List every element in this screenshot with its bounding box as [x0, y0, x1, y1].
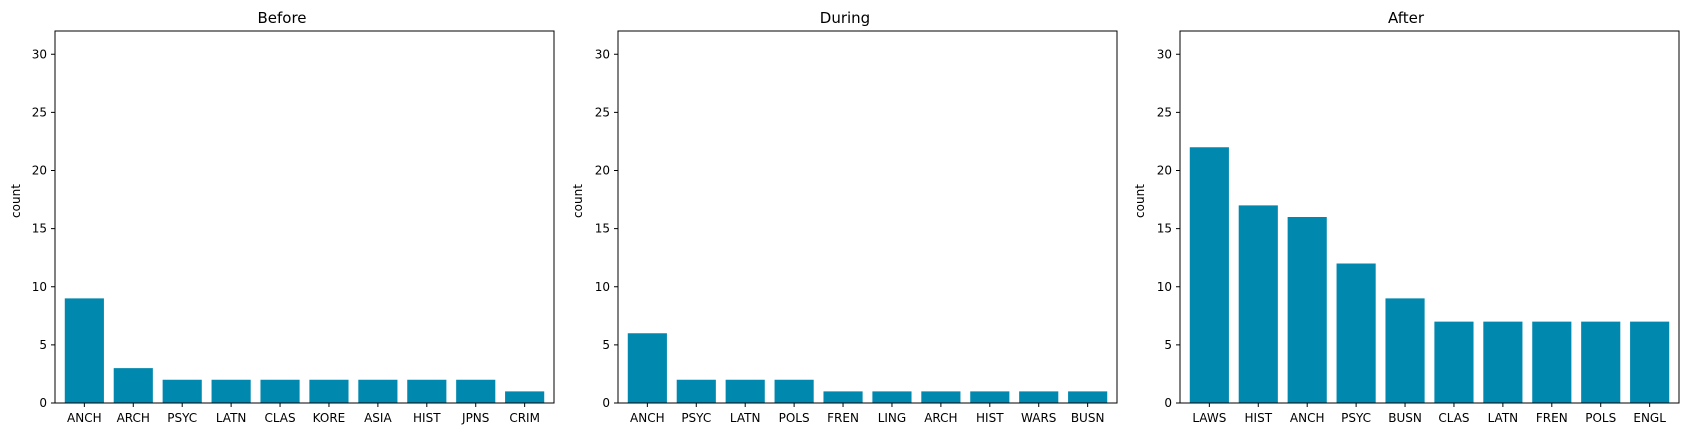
y-tick-label: 10 [1157, 280, 1172, 294]
bar-psyc [1336, 263, 1376, 403]
chart-title: During [820, 9, 870, 27]
x-tick-label: ASIA [364, 411, 392, 425]
x-tick-label: HIST [1245, 411, 1273, 425]
x-tick-label: LATN [730, 411, 761, 425]
x-tick-label: WARS [1021, 411, 1056, 425]
bar-anch [64, 298, 104, 404]
x-tick-label: ANCH [67, 411, 102, 425]
y-tick-label: 25 [1157, 105, 1172, 119]
x-tick-label: FREN [827, 411, 859, 425]
y-tick-label: 10 [595, 280, 610, 294]
bar-anch [627, 333, 667, 403]
bar-pols [1581, 321, 1621, 404]
bar-arch [113, 368, 153, 404]
axes-frame [1179, 30, 1680, 404]
bar-busn [1385, 298, 1425, 404]
bar-psyc [676, 379, 716, 403]
bar-wars [1019, 391, 1059, 404]
bar-fren [1532, 321, 1572, 404]
y-tick-label: 20 [595, 164, 610, 178]
x-tick-label: PSYC [1341, 411, 1371, 425]
chart-title: Before [257, 9, 306, 27]
bar-latn [211, 379, 251, 403]
x-tick-label: LATN [216, 411, 247, 425]
y-tick-label: 30 [595, 47, 610, 61]
x-tick-label: ARCH [117, 411, 150, 425]
x-tick-label: JPNS [461, 411, 489, 425]
x-tick-label: BUSN [1388, 411, 1422, 425]
y-tick-label: 0 [39, 396, 47, 410]
x-tick-label: PSYC [681, 411, 711, 425]
y-tick-label: 5 [602, 338, 610, 352]
bar-latn [1483, 321, 1523, 404]
bar-asia [358, 379, 398, 403]
x-tick-label: POLS [1585, 411, 1616, 425]
x-tick-label: HIST [976, 411, 1004, 425]
axes-frame [54, 30, 555, 404]
x-tick-label: CRIM [509, 411, 540, 425]
y-tick-label: 15 [1157, 222, 1172, 236]
plot-area-after: 0 5 10 15 20 25 30 LAWS HIST ANCH PSYC BUSN CLAS LATN… [1157, 30, 1680, 425]
x-tick-label: ARCH [924, 411, 957, 425]
y-axis-label: count [571, 184, 585, 218]
x-tick-label: HIST [413, 411, 441, 425]
y-tick-label: 5 [1164, 338, 1172, 352]
x-tick-label: CLAS [1438, 411, 1469, 425]
x-tick-label: FREN [1536, 411, 1568, 425]
bar-arch [921, 391, 961, 404]
y-tick-label: 30 [1157, 47, 1172, 61]
bar-psyc [162, 379, 202, 403]
y-tick-label: 20 [1157, 164, 1172, 178]
bar-engl [1630, 321, 1670, 404]
x-tick-label: ANCH [630, 411, 665, 425]
x-tick-label: LAWS [1192, 411, 1226, 425]
bar-fren [823, 391, 863, 404]
chart-title: After [1388, 9, 1425, 27]
y-tick-label: 30 [32, 47, 47, 61]
x-tick-label: BUSN [1071, 411, 1105, 425]
y-tick-label: 20 [32, 164, 47, 178]
bar-latn [725, 379, 765, 403]
panel-during: During count 0 5 10 15 20 25 30 ANCH PSYC LATN POL… [571, 9, 1118, 425]
bar-kore [309, 379, 349, 403]
x-tick-label: CLAS [264, 411, 295, 425]
bar-ling [872, 391, 912, 404]
bar-pols [774, 379, 814, 403]
axes-frame [617, 30, 1118, 404]
bar-clas [260, 379, 300, 403]
bar-laws [1189, 147, 1229, 403]
y-tick-label: 25 [32, 105, 47, 119]
x-tick-label: POLS [779, 411, 810, 425]
bar-anch [1287, 217, 1327, 403]
plot-area-before: 0 5 10 15 20 25 30 ANCH ARCH PSYC LATN CLAS KORE ASIA… [32, 30, 555, 425]
y-tick-label: 10 [32, 280, 47, 294]
bar-clas [1434, 321, 1474, 404]
plot-area-during: 0 5 10 15 20 25 30 ANCH PSYC LATN POLS FREN LING ARCH… [595, 30, 1118, 425]
y-tick-label: 15 [595, 222, 610, 236]
x-tick-label: LATN [1488, 411, 1519, 425]
y-axis-label: count [1133, 184, 1147, 218]
bar-hist [407, 379, 447, 403]
y-tick-label: 15 [32, 222, 47, 236]
y-tick-label: 0 [602, 396, 610, 410]
y-tick-label: 0 [1164, 396, 1172, 410]
x-tick-label: ENGL [1633, 411, 1666, 425]
y-tick-label: 5 [39, 338, 47, 352]
x-tick-label: ANCH [1290, 411, 1325, 425]
bar-busn [1068, 391, 1108, 404]
bar-hist [970, 391, 1010, 404]
panel-after: After count 0 5 10 15 20 25 30 LAWS HIST ANCH PSYC… [1133, 9, 1680, 425]
bar-hist [1238, 205, 1278, 404]
y-tick-label: 25 [595, 105, 610, 119]
x-tick-label: LING [878, 411, 907, 425]
x-tick-label: PSYC [167, 411, 197, 425]
x-tick-label: KORE [313, 411, 346, 425]
bar-jpns [456, 379, 496, 403]
bar-crim [505, 391, 545, 404]
y-axis-label: count [9, 184, 23, 218]
panel-before: Before count 0 5 10 15 20 25 30 ANCH ARCH PSYC LAT… [9, 9, 555, 425]
